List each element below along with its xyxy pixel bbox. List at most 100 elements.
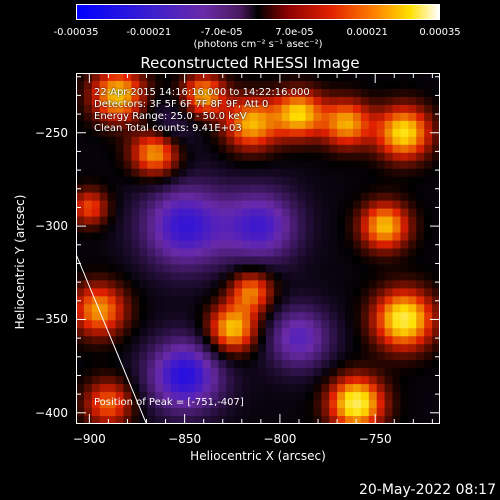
heatmap-cell xyxy=(321,408,330,417)
heatmap-cell xyxy=(155,304,164,313)
heatmap-cell xyxy=(297,240,307,250)
heatmap-cell xyxy=(376,304,386,313)
heatmap-cell xyxy=(281,408,291,417)
heatmap-cell xyxy=(376,296,386,305)
heatmap-cell xyxy=(432,224,440,234)
heatmap-cell xyxy=(313,408,322,417)
heatmap-cell xyxy=(115,208,125,218)
heatmap-cell xyxy=(186,73,196,82)
heatmap-cell xyxy=(265,264,275,274)
heatmap-cell xyxy=(131,368,140,377)
heatmap-cell xyxy=(376,176,386,186)
heatmap-cell xyxy=(186,320,196,329)
heatmap-cell xyxy=(163,352,172,361)
heatmap-cell xyxy=(297,208,307,218)
heatmap-cell xyxy=(432,168,440,178)
heatmap-cell xyxy=(258,224,267,234)
heatmap-cell xyxy=(155,160,164,170)
heatmap-cell xyxy=(321,320,330,329)
heatmap-cell xyxy=(147,120,156,130)
heatmap-cell xyxy=(170,200,180,210)
heatmap-cell xyxy=(131,208,140,218)
heatmap-cell xyxy=(76,216,85,226)
heatmap-cell xyxy=(107,352,117,361)
heatmap-cell xyxy=(83,384,93,393)
heatmap-cell xyxy=(376,392,386,401)
heatmap-cell xyxy=(139,344,148,353)
heatmap-cell xyxy=(242,96,251,106)
heatmap-cell xyxy=(258,216,267,226)
heatmap-cell xyxy=(107,73,117,82)
heatmap-cell xyxy=(76,376,85,385)
heatmap-cell xyxy=(210,232,220,242)
heatmap-cell xyxy=(139,144,148,154)
heatmap-cell xyxy=(408,336,417,345)
heatmap-cell xyxy=(360,416,370,424)
heatmap-cell xyxy=(194,256,204,266)
heatmap-cell xyxy=(163,240,172,250)
heatmap-cell xyxy=(265,88,275,98)
heatmap-cell xyxy=(321,304,330,313)
heatmap-cell xyxy=(337,360,346,369)
heatmap-cell xyxy=(202,376,212,385)
heatmap-cell xyxy=(91,184,101,194)
heatmap-cell xyxy=(226,416,235,424)
heatmap-cell xyxy=(147,400,156,409)
heatmap-cell xyxy=(416,128,425,138)
heatmap-cell xyxy=(218,400,227,409)
heatmap-cell xyxy=(329,104,338,114)
heatmap-cell xyxy=(107,216,117,226)
heatmap-cell xyxy=(226,376,235,385)
heatmap-cell xyxy=(368,88,378,98)
heatmap-cell xyxy=(234,336,243,345)
heatmap-cell xyxy=(376,152,386,162)
heatmap-cell xyxy=(313,192,322,202)
heatmap-cell xyxy=(408,216,417,226)
heatmap-cell xyxy=(424,336,433,345)
heatmap-cell xyxy=(360,248,370,258)
heatmap-cell xyxy=(368,112,378,122)
heatmap-cell xyxy=(265,168,275,178)
heatmap-cell xyxy=(258,360,267,369)
heatmap-cell xyxy=(337,120,346,130)
heatmap-cell xyxy=(186,328,196,337)
heatmap-cell xyxy=(281,400,291,409)
heatmap-cell xyxy=(313,168,322,178)
heatmap-cell xyxy=(281,136,291,146)
heatmap-cell xyxy=(281,208,291,218)
heatmap-cell xyxy=(178,112,188,122)
heatmap-cell xyxy=(186,352,196,361)
heatmap-cell xyxy=(178,224,188,234)
heatmap-cell xyxy=(360,200,370,210)
heatmap-cell xyxy=(424,408,433,417)
heatmap-cell xyxy=(337,416,346,424)
heatmap-cell xyxy=(305,392,314,401)
heatmap-cell xyxy=(416,360,425,369)
heatmap-cell xyxy=(178,96,188,106)
heatmap-cell xyxy=(265,208,275,218)
heatmap-cell xyxy=(178,352,188,361)
heatmap-cell xyxy=(131,408,140,417)
heatmap-cell xyxy=(218,408,227,417)
heatmap-cell xyxy=(321,248,330,258)
heatmap-cell xyxy=(226,384,235,393)
heatmap-cell xyxy=(115,264,125,274)
heatmap-cell xyxy=(226,344,235,353)
heatmap-cell xyxy=(424,352,433,361)
heatmap-cell xyxy=(226,280,235,289)
heatmap-cell xyxy=(123,104,132,114)
heatmap-cell xyxy=(329,416,338,424)
heatmap-cell xyxy=(337,160,346,170)
heatmap-cell xyxy=(107,176,117,186)
heatmap-cell xyxy=(313,320,322,329)
heatmap-cell xyxy=(226,232,235,242)
heatmap-cell xyxy=(321,80,330,90)
heatmap-cell xyxy=(297,152,307,162)
heatmap-cell xyxy=(400,176,409,186)
heatmap-cell xyxy=(170,264,180,274)
heatmap-cell xyxy=(384,368,394,377)
heatmap-cell xyxy=(376,104,386,114)
heatmap-cell xyxy=(360,144,370,154)
heatmap-cell xyxy=(202,392,212,401)
heatmap-cell xyxy=(408,176,417,186)
